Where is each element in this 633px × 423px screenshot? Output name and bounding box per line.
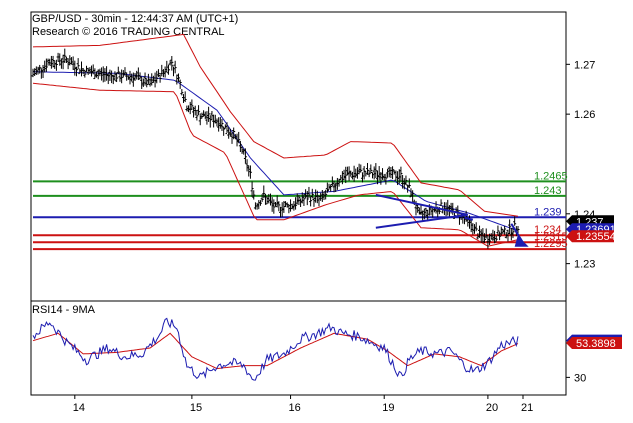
level-label: 1.239 [534, 206, 562, 218]
price-y-tick-label: 1.26 [574, 109, 595, 121]
price-tag-label: 1.23554 [576, 231, 616, 243]
trend-line [375, 193, 469, 216]
level-label: 1.2315 [534, 231, 568, 243]
rsi-panel-frame [30, 300, 567, 396]
x-tick-label: 15 [190, 402, 202, 414]
price-y-tick-label: 1.23 [574, 259, 595, 271]
rsi-value-tag [566, 337, 622, 350]
x-tick-label: 19 [382, 402, 394, 414]
price-y-tick-label: 1.27 [574, 59, 595, 71]
forecast-arrow-head [514, 235, 529, 247]
bollinger-lower-band [32, 82, 519, 247]
rsi-panel-title: RSI14 - 9MA [32, 304, 96, 316]
trend-line [375, 213, 468, 229]
trend-line [464, 216, 474, 221]
moving-average-line [32, 71, 519, 232]
level-label: 1.2295 [534, 238, 568, 250]
bollinger-upper-band [32, 33, 519, 217]
rsi-line [32, 317, 519, 381]
rsi-y-tick-label: 30 [574, 372, 586, 384]
rsi-value-tag-label: 53.3898 [576, 338, 616, 350]
level-label: 1.243 [534, 185, 562, 197]
x-tick-label: 14 [73, 402, 85, 414]
rsi-ma-line [32, 332, 519, 370]
x-tick-label: 21 [521, 402, 533, 414]
price-tag [566, 230, 614, 243]
chart-title: GBP/USD - 30min - 12:44:37 AM (UTC+1) [32, 13, 239, 25]
x-tick-label: 16 [289, 402, 301, 414]
level-label: 1.234 [534, 224, 562, 236]
level-label: 1.2465 [534, 170, 568, 182]
x-tick-label: 20 [486, 402, 498, 414]
